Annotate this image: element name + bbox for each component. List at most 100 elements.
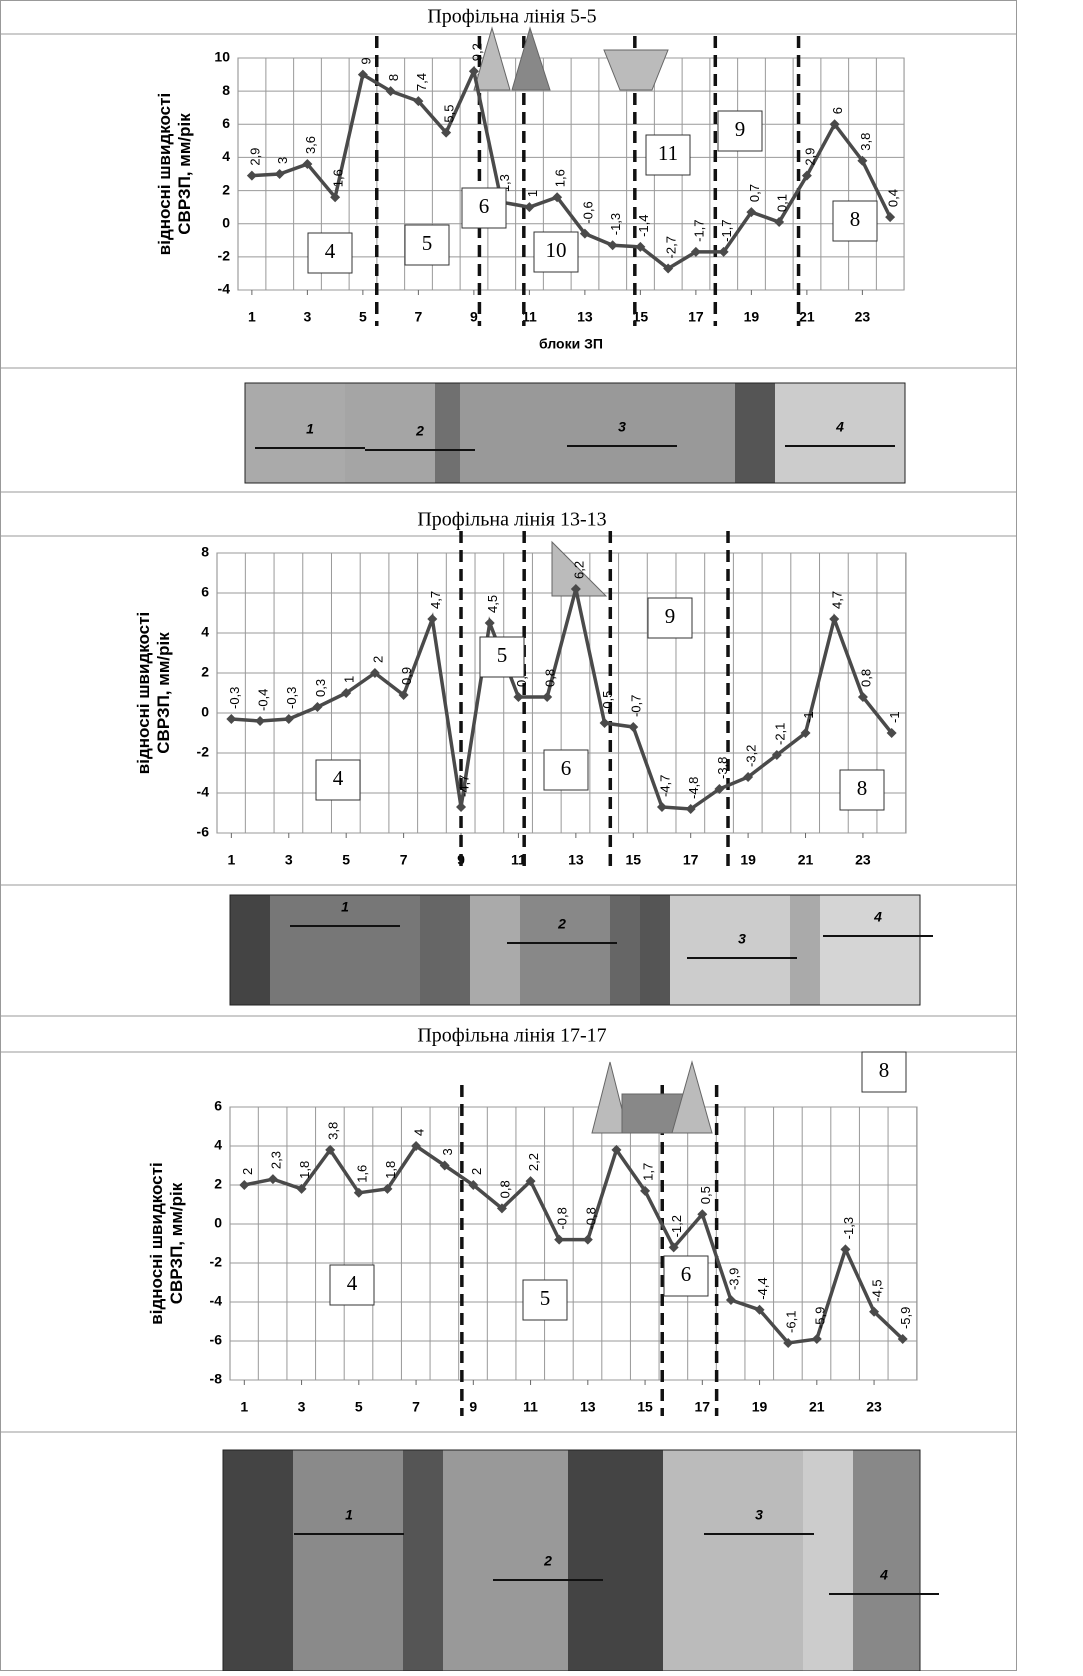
section-block: [610, 895, 640, 1005]
x-tick-label: 9: [469, 1399, 477, 1415]
section-block: [853, 1450, 920, 1671]
zone-label: 4: [325, 239, 336, 263]
x-tick-label: 21: [798, 852, 814, 868]
section-label: 2: [543, 1553, 552, 1569]
data-label: -4,5: [870, 1279, 885, 1301]
chart-title: Профільна лінія 5-5: [427, 6, 596, 28]
section-label: 1: [341, 899, 349, 915]
data-label: 3: [275, 157, 290, 164]
data-label: -4,8: [686, 777, 701, 799]
data-label: 9,2: [469, 43, 484, 61]
data-label: -1,4: [636, 215, 651, 237]
x-tick-label: 3: [285, 852, 293, 868]
y-tick-label: -6: [210, 1332, 223, 1348]
x-tick-label: 5: [355, 1399, 363, 1415]
data-label: 0,9: [399, 667, 414, 685]
data-label: 1: [525, 190, 540, 197]
zone-label: 8: [879, 1058, 890, 1082]
y-tick-label: 4: [222, 148, 230, 164]
y-tick-label: 4: [214, 1137, 222, 1153]
section-block: [640, 895, 670, 1005]
data-label: -0,8: [583, 1207, 598, 1229]
y-tick-label: -2: [197, 744, 210, 760]
section-block: [223, 1450, 293, 1671]
section-label: 1: [306, 421, 314, 437]
figure: Профільна лінія 5-5-4-202468101357911131…: [0, 0, 1083, 1671]
x-tick-label: 3: [298, 1399, 306, 1415]
section-block: [470, 895, 520, 1005]
data-label: -0,5: [600, 691, 615, 713]
x-tick-label: 23: [866, 1399, 882, 1415]
data-label: 2: [370, 656, 385, 663]
data-label: 4,5: [485, 595, 500, 613]
section-block: [230, 895, 270, 1005]
section-label: 1: [345, 1507, 353, 1523]
data-label: -0,6: [580, 201, 595, 223]
section-label: 4: [879, 1567, 888, 1583]
section-block: [420, 895, 470, 1005]
y-axis-label: відносні швидкостіСВРЗП, мм/рік: [134, 612, 173, 774]
y-axis-label-line: відносні швидкості: [134, 612, 153, 774]
data-label: 9: [358, 57, 373, 64]
data-label: 7,4: [414, 73, 429, 91]
y-axis-label-line: СВРЗП, мм/рік: [175, 113, 194, 235]
x-tick-label: 1: [227, 852, 235, 868]
zone-label: 10: [546, 238, 567, 262]
y-tick-label: 10: [214, 49, 230, 65]
data-label: -1: [801, 711, 816, 723]
zone-label: 11: [658, 141, 678, 165]
section-block: [245, 383, 345, 483]
section-label: 4: [873, 909, 882, 925]
data-label: -1: [887, 711, 902, 723]
data-label: 8: [386, 74, 401, 81]
data-label: 0,8: [543, 669, 558, 687]
zone-label: 8: [857, 776, 868, 800]
zone-label: 4: [333, 766, 344, 790]
data-label: -3,2: [744, 745, 759, 767]
data-label: 2: [469, 1168, 484, 1175]
x-tick-label: 19: [744, 309, 760, 325]
section-label: 2: [415, 423, 424, 439]
section-block: [520, 895, 610, 1005]
x-tick-label: 19: [740, 852, 756, 868]
zone-label: 8: [850, 207, 861, 231]
y-tick-label: -8: [210, 1371, 223, 1387]
data-label: -3,9: [726, 1268, 741, 1290]
x-axis-label: блоки ЗП: [539, 336, 603, 352]
y-tick-label: 2: [201, 664, 209, 680]
y-axis-label-line: відносні швидкості: [155, 93, 174, 255]
data-label: 3,6: [303, 136, 318, 154]
x-tick-label: 21: [799, 309, 815, 325]
data-label: 0,8: [858, 669, 873, 687]
x-tick-label: 13: [580, 1399, 596, 1415]
data-label: 4,7: [830, 591, 845, 609]
chart-title: Профільна лінія 13-13: [417, 509, 606, 531]
y-tick-label: 6: [214, 1098, 222, 1114]
data-label: -0,3: [284, 687, 299, 709]
section-block: [735, 383, 775, 483]
data-label: 4,7: [428, 591, 443, 609]
x-tick-label: 17: [695, 1399, 711, 1415]
y-tick-label: -4: [210, 1293, 223, 1309]
data-label: -4,7: [657, 775, 672, 797]
y-tick-label: 0: [201, 704, 209, 720]
zone-label: 9: [665, 604, 676, 628]
x-tick-label: 11: [523, 1399, 538, 1415]
x-tick-label: 5: [342, 852, 350, 868]
section-block: [663, 1450, 803, 1671]
data-label: -1,3: [608, 213, 623, 235]
data-label: 3,8: [326, 1122, 341, 1140]
section-block: [403, 1450, 443, 1671]
data-label: -4,7: [456, 775, 471, 797]
zone-label: 6: [479, 194, 490, 218]
zone-label: 6: [681, 1262, 692, 1286]
data-label: -0,8: [555, 1207, 570, 1229]
x-tick-label: 23: [855, 309, 871, 325]
section-label: 2: [557, 916, 566, 932]
y-tick-label: 0: [214, 1215, 222, 1231]
zone-label: 4: [347, 1271, 358, 1295]
y-axis-label-line: відносні швидкості: [147, 1162, 166, 1324]
y-axis-label: відносні швидкостіСВРЗП, мм/рік: [155, 93, 194, 255]
section-block: [568, 1450, 663, 1671]
